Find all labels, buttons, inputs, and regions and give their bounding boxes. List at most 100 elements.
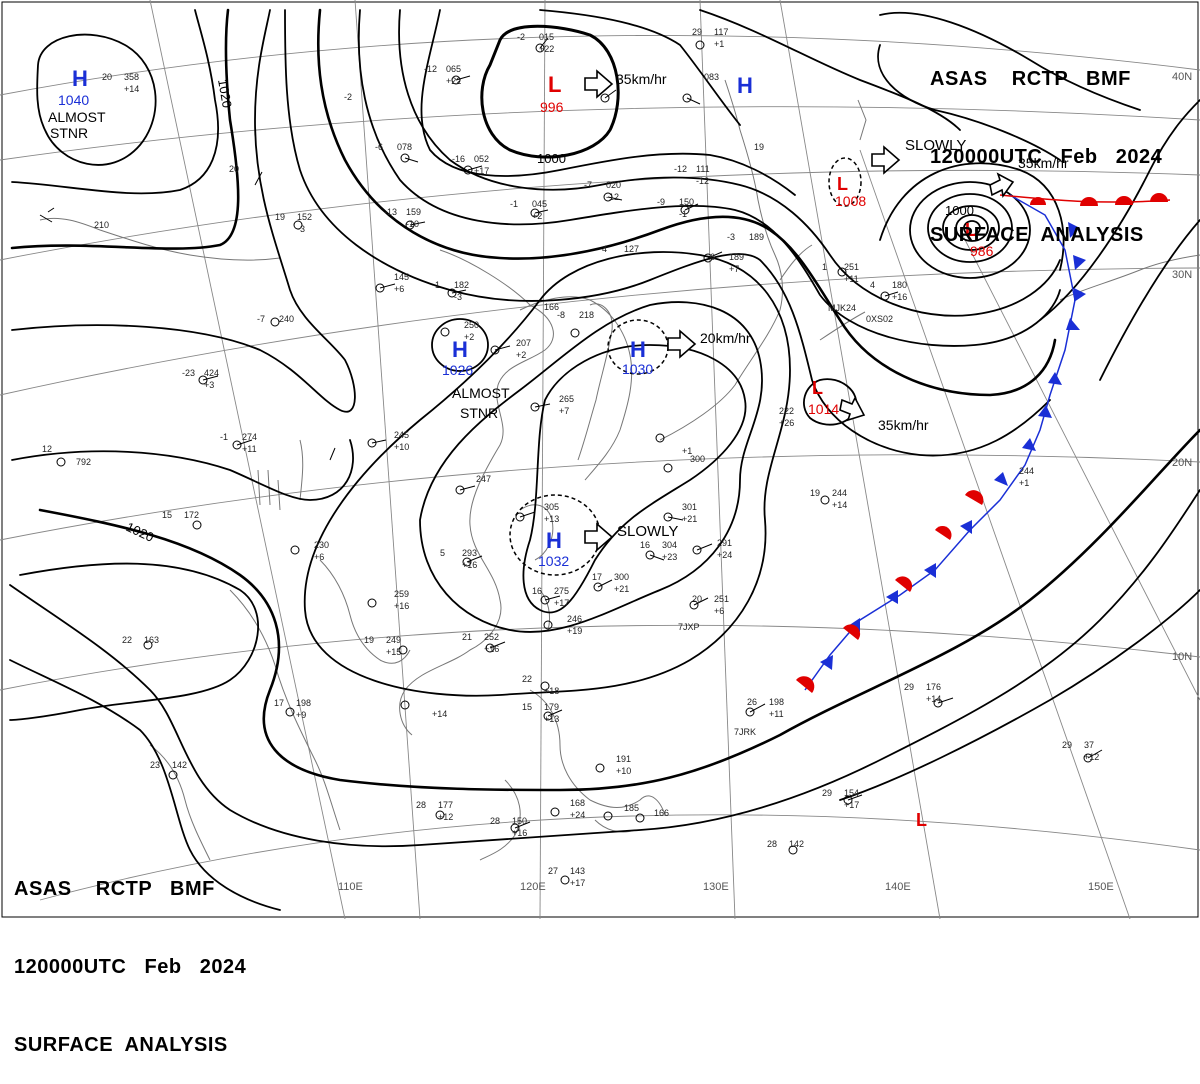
station-press: 078 [397,142,412,152]
lat-label: 10N [1172,651,1192,663]
station-tend: +11 [844,274,859,284]
station-press: 251 [714,594,729,604]
lon-label: 140E [885,881,911,893]
arrow-icon [667,329,697,359]
station-press: 291 [717,538,732,548]
station-tend: +6 [394,284,404,294]
station-id: 7JXP [678,622,700,632]
station-temp: 28 [416,800,426,810]
station-tend: +2 [532,211,542,221]
station-tend: +16 [892,292,907,302]
station-tend: +13 [544,514,559,524]
station-press: 045 [532,199,547,209]
station-temp: 22 [122,635,132,645]
station-temp: 19 [810,488,820,498]
map-frame [1,1,1199,918]
station-press: 252 [484,632,499,642]
station-tend: +16 [484,644,499,654]
chart-header-bottom-left: ASAS RCTP BMF 120000UTC Feb 2024 SURFACE… [14,824,246,1084]
station-press: 111 [696,164,710,174]
station-press: 176 [926,682,941,692]
station-press: 222 [779,406,794,416]
station-press: 142 [789,839,804,849]
station-tend: +16 [394,601,409,611]
station-press: 245 [394,430,409,440]
station-press: 230 [314,540,329,550]
station-id: 0XS02 [866,314,893,324]
high-icon: H [546,528,562,553]
station-tend: +16 [512,828,527,838]
station-tend: +7 [729,264,739,274]
station-tend: +23 [662,552,677,562]
station-tend: +18 [544,686,559,696]
station-temp: 20 [229,164,239,174]
station-tend: -3 [297,224,305,234]
station-press: 117 [714,27,728,37]
header-line: SURFACE ANALYSIS [930,224,1144,246]
station-temp: 22 [522,674,532,684]
station-tend: +6 [314,552,324,562]
fronts [796,193,1171,693]
lon-label: 110E [338,881,363,893]
arrow-icon [871,145,901,175]
station-press: 143 [570,866,585,876]
station-tend: +17 [844,800,859,810]
station-press: 152 [297,212,312,222]
station-press: 304 [662,540,677,550]
station-press: 150 [679,197,694,207]
station-press: 015 [539,32,554,42]
station-tend: +24 [717,550,732,560]
isobars [9,8,1200,911]
center-pressure: 986 [970,243,994,259]
high-icon: H [630,337,646,362]
station-tend: +10 [616,766,631,776]
note-line: STNR [50,125,88,141]
center-pressure: 1040 [58,92,89,108]
station-press: 251 [844,262,859,272]
station-tend: +26 [779,418,794,428]
note-line: ALMOST [452,385,510,401]
station-temp: 28 [767,839,777,849]
station-temp: -1 [510,199,518,209]
station-temp: 15 [162,510,172,520]
station-circle-icon [56,40,1093,885]
arrow-icon [584,522,614,552]
station-press: 177 [438,800,453,810]
station-press: 244 [1019,466,1034,476]
note-line: STNR [460,405,498,421]
station-press: 166 [544,302,559,312]
lon-label: 150E [1088,881,1114,893]
station-temp: -12 [674,164,687,174]
high-icon: H [72,66,88,91]
station-press: 065 [446,64,461,74]
station-press: 052 [474,154,489,164]
lat-label: 30N [1172,269,1192,281]
station-tend: +19 [567,626,582,636]
center-motion: 35km/hr [1018,155,1069,171]
low-icon: L [837,174,848,194]
wind-barbs [39,37,1103,829]
station-tend: +9 [296,710,306,720]
lat-lon-grid [0,0,1200,919]
station-tend: -12 [696,176,709,186]
center-pressure: 1014 [808,401,839,417]
center-motion: 35km/hr [616,71,667,87]
station-press: 145 [394,272,409,282]
station-temp: -1 [220,432,228,442]
station-tend: -10 [406,219,419,229]
station-tend: +22 [539,44,554,54]
motion-arrows [584,69,1015,552]
station-press: 083 [704,72,719,82]
center-pressure: 996 [540,99,564,115]
header-line: SURFACE ANALYSIS [14,1034,228,1056]
center-motion: SLOWLY [905,137,966,154]
station-temp: 27 [548,866,558,876]
station-tend: +16 [462,560,477,570]
station-press: 182 [454,280,469,290]
cold-front-barbs [820,222,1086,670]
station-temp: -23 [182,368,195,378]
station-temp: 16 [532,586,542,596]
station-temp: 4 [870,280,875,290]
station-press: 247 [476,474,491,484]
